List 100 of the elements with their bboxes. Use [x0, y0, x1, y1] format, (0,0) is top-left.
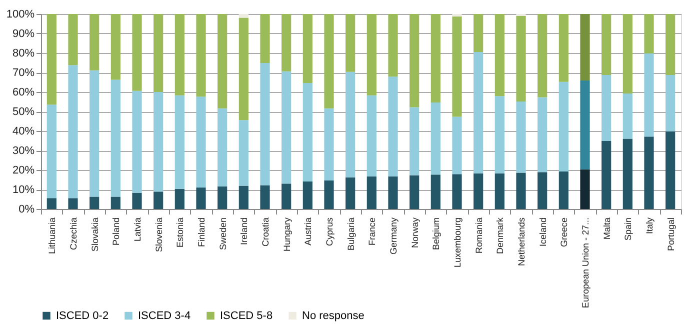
bar [388, 176, 398, 209]
bar [538, 97, 548, 172]
bar [474, 173, 484, 209]
bar [174, 95, 184, 189]
bar [644, 53, 654, 137]
x-tick-label: Austria [303, 218, 314, 246]
legend-label: No response [302, 310, 364, 322]
legend-label: ISCED 0-2 [56, 310, 109, 322]
x-tick-label: Cyprus [324, 217, 334, 246]
bar [196, 14, 206, 97]
bar [346, 72, 356, 178]
x-tick-label: Greece [559, 218, 570, 248]
y-tick-label: 100% [6, 8, 35, 20]
bar [302, 182, 312, 209]
bar [46, 198, 56, 209]
bar [474, 52, 484, 174]
bar [110, 196, 120, 209]
bar [366, 95, 376, 176]
bar [538, 172, 548, 209]
bar [218, 14, 228, 108]
bar [68, 14, 78, 66]
x-tick-label: Malta [602, 218, 612, 240]
bar [558, 14, 568, 82]
bar [366, 14, 376, 96]
x-tick-label: Bulgaria [346, 218, 356, 251]
bar [580, 169, 590, 209]
bar [324, 14, 334, 108]
x-tick-label: Sweden [218, 218, 228, 250]
y-tick-label: 80% [12, 48, 35, 60]
bar [110, 14, 120, 80]
y-tick-label: 20% [12, 164, 35, 176]
bar [68, 198, 78, 209]
bar [154, 92, 164, 192]
x-tick-label: Iceland [538, 218, 548, 247]
bar [132, 90, 142, 193]
x-tick-label: European Union - 27... [580, 218, 590, 308]
bar [154, 192, 164, 209]
bar [410, 14, 420, 108]
bar [430, 14, 440, 103]
y-tick-label: 70% [12, 67, 35, 79]
bar [644, 14, 654, 54]
bar [538, 14, 548, 98]
y-tick-label: 60% [12, 86, 35, 98]
legend-label: ISCED 5-8 [220, 310, 273, 322]
bar [260, 185, 270, 209]
bar [90, 70, 100, 197]
bar [580, 80, 590, 170]
bar [282, 14, 292, 72]
y-tick-label: 10% [12, 184, 35, 196]
bar [430, 102, 440, 175]
bar [474, 14, 484, 52]
x-tick-label: Estonia [175, 218, 186, 248]
bar [410, 175, 420, 209]
x-tick-label: Luxembourg [452, 218, 462, 268]
bar [196, 188, 206, 209]
bar [90, 196, 100, 209]
bar [174, 14, 184, 96]
bar [132, 192, 142, 209]
bar [346, 14, 356, 72]
x-tick-label: Slovenia [154, 218, 164, 252]
bar [452, 116, 462, 174]
x-tick-label: Spain [623, 218, 634, 241]
bar [302, 83, 312, 182]
y-tick-label: 90% [12, 28, 35, 40]
x-tick-label: Belgium [431, 218, 442, 250]
bar [282, 184, 292, 209]
bar [602, 75, 612, 141]
bar [410, 107, 420, 176]
bar [452, 16, 462, 117]
bar [622, 14, 632, 94]
x-tick-label: Lithuania [47, 218, 58, 254]
bar [238, 186, 248, 209]
bar [388, 14, 398, 77]
x-tick-label: Ireland [239, 218, 250, 246]
bar [110, 80, 120, 197]
bar [452, 174, 462, 209]
bar [90, 14, 100, 70]
bar [238, 18, 248, 120]
bar [46, 14, 56, 105]
bar [174, 188, 184, 209]
x-tick-label: Hungary [282, 217, 292, 252]
bar [516, 102, 526, 173]
bar [516, 172, 526, 209]
bar [452, 14, 462, 17]
bar [622, 94, 632, 139]
bar [46, 104, 56, 198]
bar [282, 71, 292, 184]
bar [558, 82, 568, 172]
x-tick-label: Denmark [495, 217, 506, 254]
x-tick-label: France [367, 218, 378, 246]
y-tick-label: 0% [18, 204, 35, 216]
x-tick-label: Finland [196, 218, 206, 248]
bar [602, 14, 612, 76]
bar [132, 14, 142, 91]
bar [260, 14, 270, 63]
bar [218, 108, 228, 186]
legend-label: ISCED 3-4 [138, 310, 191, 322]
x-tick-label: Romania [474, 218, 484, 254]
bar [218, 186, 228, 209]
x-tick-label: Germany [388, 217, 398, 255]
